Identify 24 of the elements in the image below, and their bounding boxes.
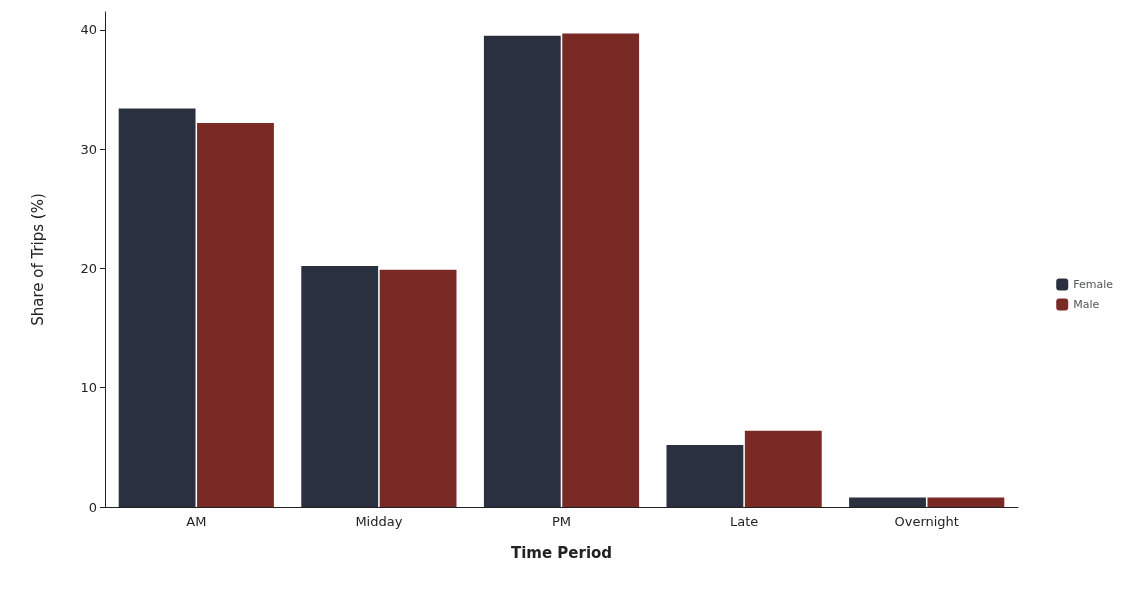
- y-tick-label: 20: [80, 260, 97, 276]
- bar: [927, 497, 1005, 507]
- legend-label: Male: [1073, 298, 1100, 311]
- bar: [301, 266, 379, 507]
- legend-label: Female: [1073, 278, 1114, 291]
- bar: [562, 33, 640, 507]
- y-axis-title: Share of Trips (%): [28, 193, 47, 326]
- y-tick-label: 0: [88, 499, 97, 515]
- bar: [379, 269, 457, 507]
- x-axis-title: Time Period: [510, 543, 613, 562]
- x-tick-label: Midday: [355, 514, 403, 529]
- x-tick-label: PM: [551, 514, 572, 529]
- bar: [744, 430, 822, 507]
- bar: [197, 122, 274, 507]
- bar: [849, 497, 926, 507]
- y-tick-label: 40: [80, 22, 97, 38]
- y-tick-label: 30: [80, 141, 97, 157]
- x-tick-label: Late: [729, 514, 759, 529]
- x-tick-label: Overnight: [894, 514, 959, 529]
- x-tick-label: AM: [186, 514, 207, 529]
- y-tick-label: 10: [80, 380, 97, 396]
- bar: [118, 108, 196, 507]
- bar: [666, 444, 744, 507]
- bar: [483, 35, 561, 507]
